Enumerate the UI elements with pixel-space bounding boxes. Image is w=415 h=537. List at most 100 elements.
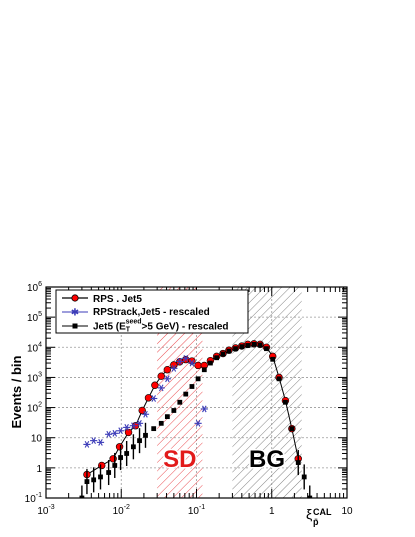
data-point-star: [98, 438, 103, 446]
data-point-star: [106, 430, 111, 438]
data-point-square: [137, 438, 142, 444]
y-tick-label: 10-1: [25, 492, 42, 505]
data-point-square: [289, 426, 295, 432]
data-point-square: [118, 455, 123, 460]
data-point-square: [183, 391, 189, 397]
data-point-square: [91, 477, 97, 483]
data-point-square: [195, 376, 201, 382]
legend-label-main: Jet5 (E: [93, 322, 126, 333]
data-point-star: [112, 429, 118, 437]
data-point-circle: [194, 361, 202, 370]
data-point-square: [301, 474, 307, 480]
legend-marker-circle: [71, 294, 79, 302]
y-axis-label: Events / bin: [9, 355, 24, 428]
x-tick-label: 10-2: [113, 504, 130, 517]
x-axis-label: ξ p̄ CAL: [306, 506, 332, 527]
data-point-square: [295, 460, 301, 465]
series: [79, 340, 313, 498]
y-tick-label: 104: [27, 341, 42, 354]
data-point-star: [84, 441, 90, 448]
data-point-star: [195, 419, 201, 427]
data-point-square: [106, 470, 112, 475]
legend-label-sub: T: [126, 327, 131, 334]
data-point-square: [307, 495, 313, 498]
data-point-square: [245, 343, 251, 348]
region-label-sd: SD: [163, 446, 196, 473]
region-labels: SD BG: [162, 445, 287, 475]
y-tick-label: 102: [27, 402, 42, 415]
legend-label: RPStrack,Jet5 - rescaled: [93, 307, 210, 318]
legend-label-sup: seed: [126, 319, 142, 326]
data-point-star: [171, 364, 177, 372]
data-point-square: [171, 408, 177, 413]
y-tick-label: 1: [36, 464, 42, 475]
x-tick-label: 1: [269, 506, 275, 517]
legend-entry-jet5-rescaled: Jet5 (ETseed>5 GeV) - rescaled: [62, 319, 229, 334]
data-point-square: [84, 479, 90, 485]
data-point-square: [233, 346, 238, 352]
data-point-star: [151, 395, 156, 402]
data-point-star: [124, 423, 129, 431]
data-point-star: [143, 410, 148, 418]
data-point-square: [251, 341, 257, 347]
data-point-circle: [151, 381, 159, 389]
legend-marker-square: [72, 323, 78, 329]
data-point-circle: [144, 394, 153, 402]
data-point-star: [91, 437, 96, 445]
data-point-square: [158, 420, 164, 426]
data-point-square: [226, 348, 232, 354]
data-point-square: [207, 360, 213, 366]
data-point-star: [189, 359, 195, 367]
data-point-circle: [182, 355, 190, 364]
data-point-square: [98, 474, 103, 480]
data-point-square: [270, 356, 276, 362]
data-point-square: [276, 376, 282, 382]
data-point-square: [257, 342, 263, 348]
data-point-square: [143, 432, 148, 438]
legend-label: Jet5 (ETseed>5 GeV) - rescaled: [93, 319, 229, 334]
legend-entry-rpstrack-jet5: ✱ RPStrack,Jet5 - rescaled: [62, 307, 210, 319]
data-point-star: [202, 405, 207, 413]
data-point-square: [201, 367, 207, 373]
data-point-square: [164, 414, 170, 420]
data-point-square: [112, 463, 118, 468]
data-point-star: [131, 422, 136, 430]
data-point-star: [165, 375, 170, 383]
data-point-star: [137, 419, 142, 427]
y-tick-label: 105: [27, 311, 42, 324]
data-point-star: [118, 427, 123, 435]
x-tick-label: 10-3: [37, 504, 54, 517]
data-point-square: [177, 399, 183, 405]
data-point-square: [189, 384, 195, 389]
data-point-circle: [109, 455, 117, 463]
legend-label-tail: >5 GeV) - rescaled: [142, 322, 229, 333]
data-point-square: [151, 426, 157, 432]
data-point-square: [214, 355, 220, 361]
x-axis-label-sub: p̄: [313, 517, 319, 527]
data-point-square: [283, 399, 288, 405]
y-tick-label: 10: [31, 434, 43, 445]
data-point-square: [124, 451, 130, 456]
x-tick-label: 10: [341, 506, 353, 517]
x-axis-label-base: ξ: [306, 506, 312, 522]
series-2: [79, 341, 313, 498]
data-point-circle: [115, 443, 124, 451]
legend-marker-star: ✱: [71, 308, 79, 319]
legend-label: RPS . Jet5: [93, 294, 142, 305]
y-tick-label: 106: [27, 281, 42, 294]
data-point-circle: [163, 366, 172, 374]
data-point-circle: [98, 461, 106, 470]
x-tick-label: 10-1: [188, 504, 205, 517]
data-point-circle: [124, 428, 133, 437]
data-point-star: [177, 358, 183, 365]
data-point-square: [220, 351, 226, 357]
data-point-star: [158, 384, 164, 392]
data-point-circle: [157, 372, 165, 380]
data-point-square: [264, 346, 269, 352]
region-label-bg: BG: [249, 446, 285, 473]
legend: RPS . Jet5 ✱ RPStrack,Jet5 - rescaled Je…: [55, 289, 249, 334]
y-tick-label: 103: [27, 371, 42, 384]
series-1: [83, 354, 208, 448]
